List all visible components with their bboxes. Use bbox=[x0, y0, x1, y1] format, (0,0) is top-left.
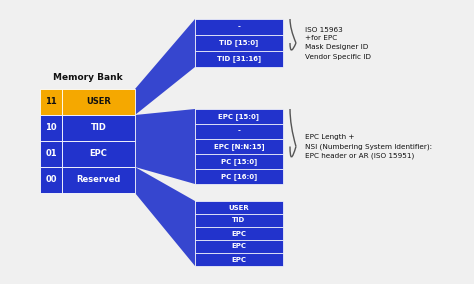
Bar bbox=[40, 167, 62, 193]
Bar bbox=[195, 201, 283, 214]
Bar bbox=[195, 154, 283, 169]
Bar bbox=[40, 115, 62, 141]
Text: Mask Designer ID: Mask Designer ID bbox=[305, 45, 368, 51]
PathPatch shape bbox=[135, 109, 195, 184]
Text: PC [16:0]: PC [16:0] bbox=[221, 173, 257, 180]
Bar bbox=[195, 51, 283, 67]
Bar bbox=[195, 124, 283, 139]
Bar bbox=[195, 227, 283, 240]
Bar bbox=[195, 169, 283, 184]
Bar bbox=[195, 240, 283, 253]
Bar bbox=[195, 214, 283, 227]
Text: EPC: EPC bbox=[90, 149, 108, 158]
Text: EPC Length +: EPC Length + bbox=[305, 135, 355, 141]
Text: +for EPC: +for EPC bbox=[305, 36, 337, 41]
Text: 00: 00 bbox=[45, 176, 57, 185]
PathPatch shape bbox=[135, 19, 195, 115]
Bar bbox=[195, 35, 283, 51]
Text: -: - bbox=[237, 24, 240, 30]
Text: Memory Bank: Memory Bank bbox=[53, 74, 122, 82]
Text: TID: TID bbox=[232, 218, 246, 224]
Text: 11: 11 bbox=[45, 97, 57, 106]
Text: EPC [15:0]: EPC [15:0] bbox=[219, 113, 259, 120]
PathPatch shape bbox=[135, 167, 195, 266]
Bar bbox=[195, 139, 283, 154]
Text: EPC: EPC bbox=[231, 243, 246, 250]
Bar bbox=[195, 19, 283, 35]
Text: EPC [N:N:15]: EPC [N:N:15] bbox=[214, 143, 264, 150]
Bar bbox=[62, 167, 135, 193]
Text: EPC: EPC bbox=[231, 231, 246, 237]
Text: EPC header or AR (ISO 15951): EPC header or AR (ISO 15951) bbox=[305, 152, 414, 159]
Bar bbox=[40, 89, 62, 115]
Text: -: - bbox=[237, 128, 240, 135]
Bar bbox=[62, 141, 135, 167]
Bar bbox=[195, 109, 283, 124]
Bar bbox=[195, 253, 283, 266]
Text: NSI (Numbering System Identifier):: NSI (Numbering System Identifier): bbox=[305, 143, 432, 150]
Text: 01: 01 bbox=[45, 149, 57, 158]
Text: Vendor Specific ID: Vendor Specific ID bbox=[305, 53, 371, 60]
Text: TID: TID bbox=[91, 124, 107, 133]
Bar bbox=[62, 89, 135, 115]
Bar bbox=[62, 115, 135, 141]
Text: ISO 15963: ISO 15963 bbox=[305, 26, 343, 32]
Text: PC [15:0]: PC [15:0] bbox=[221, 158, 257, 165]
Text: TID [15:0]: TID [15:0] bbox=[219, 39, 259, 47]
Text: USER: USER bbox=[228, 204, 249, 210]
Text: 10: 10 bbox=[45, 124, 57, 133]
Text: EPC: EPC bbox=[231, 256, 246, 262]
Bar bbox=[40, 141, 62, 167]
Text: USER: USER bbox=[86, 97, 111, 106]
Text: Reserved: Reserved bbox=[76, 176, 121, 185]
Text: TID [31:16]: TID [31:16] bbox=[217, 56, 261, 62]
